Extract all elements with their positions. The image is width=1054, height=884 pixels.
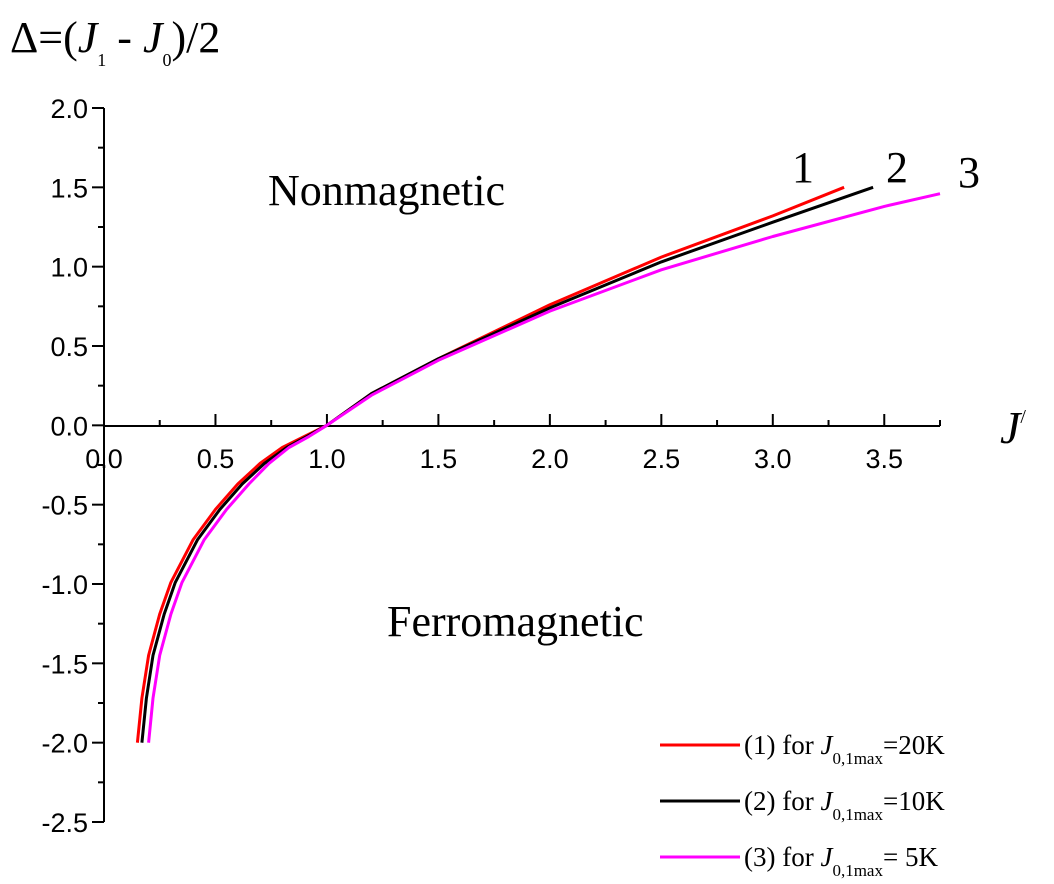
legend: (1) for J0,1max=20K (2) for J0,1max=10K (3… bbox=[660, 730, 945, 880]
y-tick-label: -1.0 bbox=[41, 570, 88, 600]
y-tick-label: 0.0 bbox=[50, 411, 88, 441]
x-tick-label: 3.0 bbox=[754, 444, 792, 474]
y-tick-label: -2.0 bbox=[41, 729, 88, 759]
x-tick-label: 0.5 bbox=[197, 444, 235, 474]
legend-label-2: (2) for J0,1max=10K bbox=[744, 786, 945, 824]
x-tick-label: 1.0 bbox=[308, 444, 346, 474]
curve-label-1: 1 bbox=[792, 143, 814, 192]
x-tick-label: 2.0 bbox=[531, 444, 569, 474]
x-tick-label: 0.0 bbox=[85, 444, 123, 474]
y-tick-label: -2.5 bbox=[41, 808, 88, 838]
y-tick-label: 0.5 bbox=[50, 332, 88, 362]
y-tick-label: 1.5 bbox=[50, 173, 88, 203]
curve-label-2: 2 bbox=[886, 143, 908, 192]
legend-label-3: (3) for J0,1max= 5K bbox=[744, 842, 938, 880]
y-axis-title: Δ=(J1 - J0)/2 bbox=[10, 13, 220, 70]
series-3-line bbox=[147, 192, 941, 743]
y-tick-label: -1.5 bbox=[41, 649, 88, 679]
data-curves bbox=[135, 185, 941, 743]
x-axis-title: J/ bbox=[1000, 402, 1026, 453]
y-tick-label: 1.0 bbox=[50, 253, 88, 283]
region-label-ferromagnetic: Ferromagnetic bbox=[387, 597, 644, 646]
legend-label-1: (1) for J0,1max=20K bbox=[744, 730, 945, 768]
region-label-nonmagnetic: Nonmagnetic bbox=[268, 166, 505, 215]
series-2-line bbox=[140, 185, 874, 743]
x-tick-label: 3.5 bbox=[865, 444, 903, 474]
x-tick-label: 2.5 bbox=[643, 444, 681, 474]
x-tick-label: 1.5 bbox=[420, 444, 458, 474]
series-1-line bbox=[135, 185, 845, 743]
y-tick-label: 2.0 bbox=[50, 94, 88, 124]
axis-ticks: 0.0 0.5 1.0 1.5 2.0 2.5 3.0 3.5 2.0 1.5 1.0 0.5 0.0 -… bbox=[41, 94, 941, 838]
curve-label-3: 3 bbox=[958, 148, 980, 197]
y-tick-label: -0.5 bbox=[41, 491, 88, 521]
